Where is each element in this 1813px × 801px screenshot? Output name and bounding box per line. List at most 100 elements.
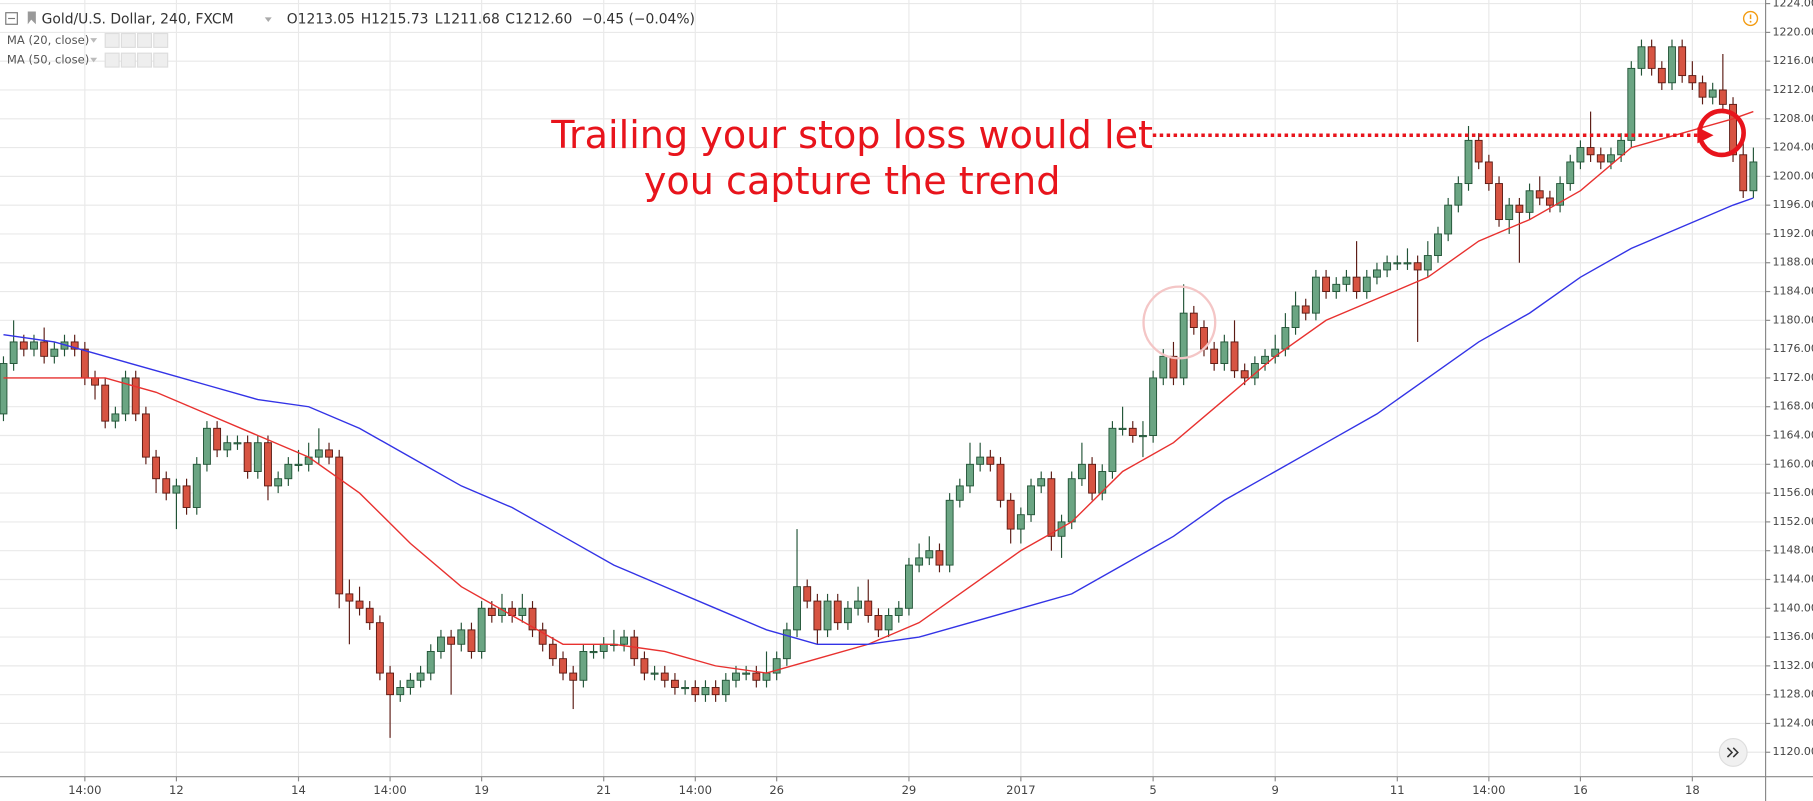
candle-body (650, 672, 659, 675)
candle-body (172, 485, 181, 494)
candle-body (1047, 478, 1056, 537)
candle-body (1342, 276, 1351, 285)
candle-body (1413, 262, 1422, 271)
y-tick-label: 1224.00 (1773, 0, 1813, 10)
candle-body (945, 499, 954, 566)
candle-body (30, 341, 38, 350)
x-tick-label: 16 (1573, 783, 1588, 797)
x-tick-label: 14:00 (68, 783, 101, 797)
candle-body (223, 442, 232, 451)
candle-body (843, 607, 852, 624)
candle-body (1556, 183, 1565, 206)
candle-body (1637, 46, 1646, 69)
candle-body (1149, 377, 1158, 436)
y-tick-label: 1124.00 (1773, 716, 1813, 729)
scroll-button[interactable] (1718, 738, 1748, 767)
candle-body (1586, 147, 1595, 156)
candle-body (375, 622, 384, 674)
flag-icon[interactable] (27, 11, 36, 25)
candle-body (864, 600, 873, 616)
candle-body (274, 478, 283, 487)
candle-body (141, 413, 150, 458)
candle-body (1617, 139, 1626, 156)
candle-body (1678, 46, 1687, 77)
x-tick-label: 12 (169, 783, 184, 797)
candle-body (131, 377, 140, 415)
candle-body (457, 629, 466, 645)
candle-body (1698, 82, 1707, 98)
alert-icon[interactable] (1742, 10, 1759, 27)
candle-body (1596, 154, 1605, 163)
candle-body (264, 442, 272, 487)
collapse-icon[interactable] (5, 12, 18, 25)
y-tick-label: 1200.00 (1773, 169, 1813, 182)
candle-body (396, 687, 405, 696)
candle-body (1240, 370, 1249, 379)
candle-body (782, 629, 791, 660)
y-tick-label: 1136.00 (1773, 630, 1813, 643)
candle-body (365, 607, 374, 624)
candle-body (1739, 154, 1748, 192)
candle-body (1525, 190, 1534, 213)
candle-body (803, 586, 812, 602)
y-tick-label: 1120.00 (1773, 745, 1813, 758)
candle-body (681, 687, 690, 690)
candle-body (1657, 67, 1666, 84)
candle-body (467, 629, 476, 652)
candle-body (1118, 427, 1127, 430)
y-tick-label: 1128.00 (1773, 688, 1813, 701)
ohlc-low: L1211.68 (435, 12, 500, 28)
candle-body (1484, 161, 1493, 185)
candle-body (1668, 46, 1676, 84)
x-tick-label: 18 (1685, 783, 1700, 797)
y-tick-label: 1208.00 (1773, 112, 1813, 125)
candle-body (1027, 485, 1035, 516)
candle-body (874, 615, 883, 631)
candle-body (1037, 478, 1046, 487)
legend-button (153, 52, 169, 68)
candle-body (671, 679, 679, 688)
candle-body (152, 456, 161, 480)
y-tick-label: 1216.00 (1773, 54, 1813, 67)
ohlc-close: C1212.60 (505, 12, 572, 28)
candle-body (121, 377, 130, 415)
symbol-title[interactable]: Gold/U.S. Dollar, 240, FXCM (42, 12, 234, 28)
candle-body (599, 643, 608, 652)
x-tick-label: 14:00 (373, 783, 406, 797)
grid (0, 0, 1766, 777)
candle-body (101, 384, 110, 422)
candle-body (1576, 147, 1585, 163)
candle-body (1281, 327, 1290, 350)
candle-body (1016, 514, 1025, 530)
candle-body (1505, 204, 1514, 221)
y-tick-label: 1140.00 (1773, 601, 1813, 614)
candle-body (1434, 233, 1442, 257)
candle-body (314, 449, 323, 458)
candle-body (1322, 276, 1331, 293)
candle-body (1098, 471, 1107, 494)
candle-body (1515, 204, 1524, 213)
candle-body (538, 629, 547, 645)
dropdown-icon[interactable] (264, 17, 272, 22)
candle-body (986, 456, 995, 465)
candle-body (1729, 103, 1737, 156)
candle-body (1230, 341, 1239, 372)
legend-label: MA (20, close) (7, 33, 89, 47)
candle-body (905, 564, 913, 609)
candle-body (1128, 427, 1137, 436)
scroll-chevron (1726, 747, 1734, 758)
candle-body (19, 341, 28, 350)
candle-body (1464, 139, 1473, 185)
candle-body (1688, 75, 1697, 84)
x-tick-label: 2017 (1006, 783, 1035, 797)
annotation-line: you capture the trend (644, 159, 1061, 203)
candle-body (213, 427, 222, 451)
candle-body (1708, 89, 1717, 98)
y-tick-label: 1160.00 (1773, 457, 1813, 470)
candle-body (701, 687, 710, 696)
candle-body (1108, 427, 1117, 472)
candle-body (50, 348, 59, 357)
y-tick-label: 1164.00 (1773, 429, 1813, 442)
